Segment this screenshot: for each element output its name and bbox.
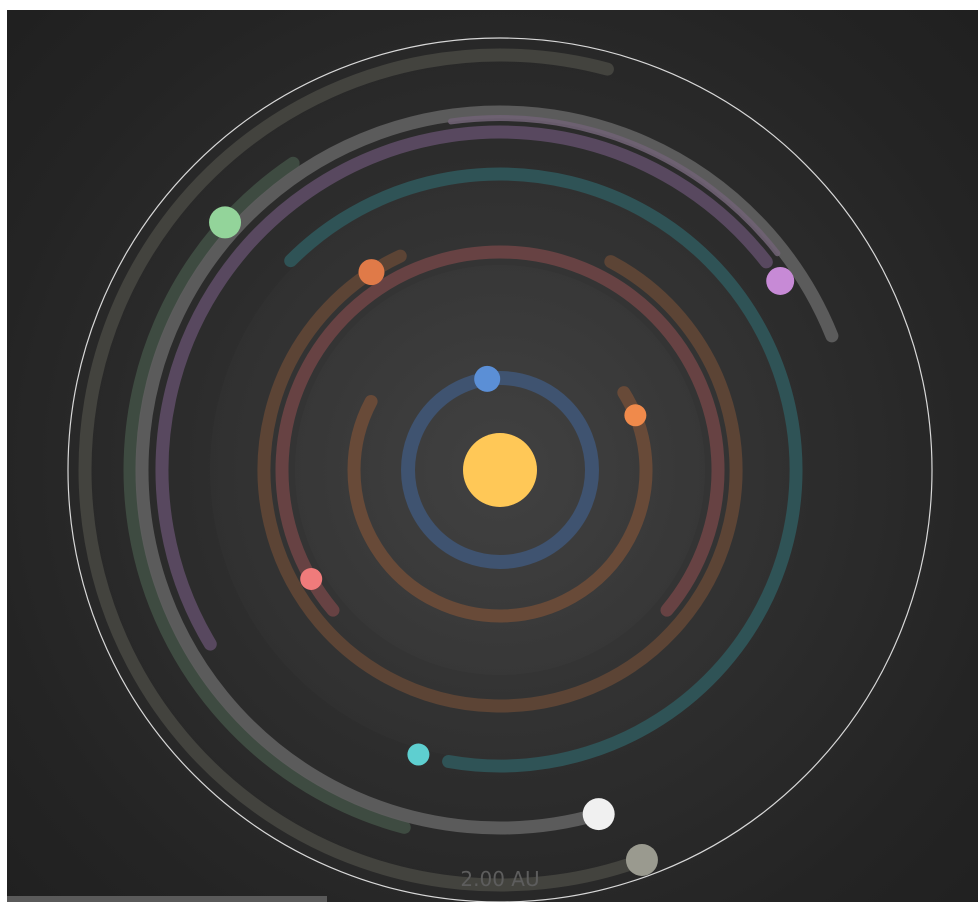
planet-white[interactable]	[582, 798, 615, 831]
planet-orange[interactable]	[358, 259, 385, 286]
planet-grey[interactable]	[625, 843, 658, 876]
planet-grey-orbit-trail	[78, 48, 649, 892]
planet-green-orbit-trail	[123, 156, 411, 834]
planet-violet-trail-highlight	[448, 115, 781, 257]
planet-violet[interactable]	[766, 266, 795, 295]
boundary-circle	[67, 37, 933, 902]
planet-coral[interactable]	[300, 568, 323, 590]
scale-label: 2.00 AU	[460, 867, 540, 891]
star[interactable]	[463, 433, 537, 507]
orrery-canvas[interactable]	[7, 10, 978, 902]
planet-blue[interactable]	[474, 365, 501, 392]
timeline-scrollbar[interactable]	[7, 896, 327, 902]
planet-orange-small[interactable]	[624, 404, 647, 427]
planet-violet-orbit-trail	[155, 125, 773, 651]
planet-cyan[interactable]	[407, 743, 430, 766]
planet-green[interactable]	[209, 206, 242, 239]
planet-coral-orbit-trail	[275, 245, 725, 617]
planet-orange-orbit-trail	[257, 249, 743, 713]
planet-white-orbit-trail	[135, 105, 839, 835]
orrery-viewport[interactable]: 2.00 AU	[7, 10, 978, 902]
planet-cyan-orbit-trail	[284, 167, 803, 773]
planet-orange-small-orbit-trail	[347, 386, 653, 623]
